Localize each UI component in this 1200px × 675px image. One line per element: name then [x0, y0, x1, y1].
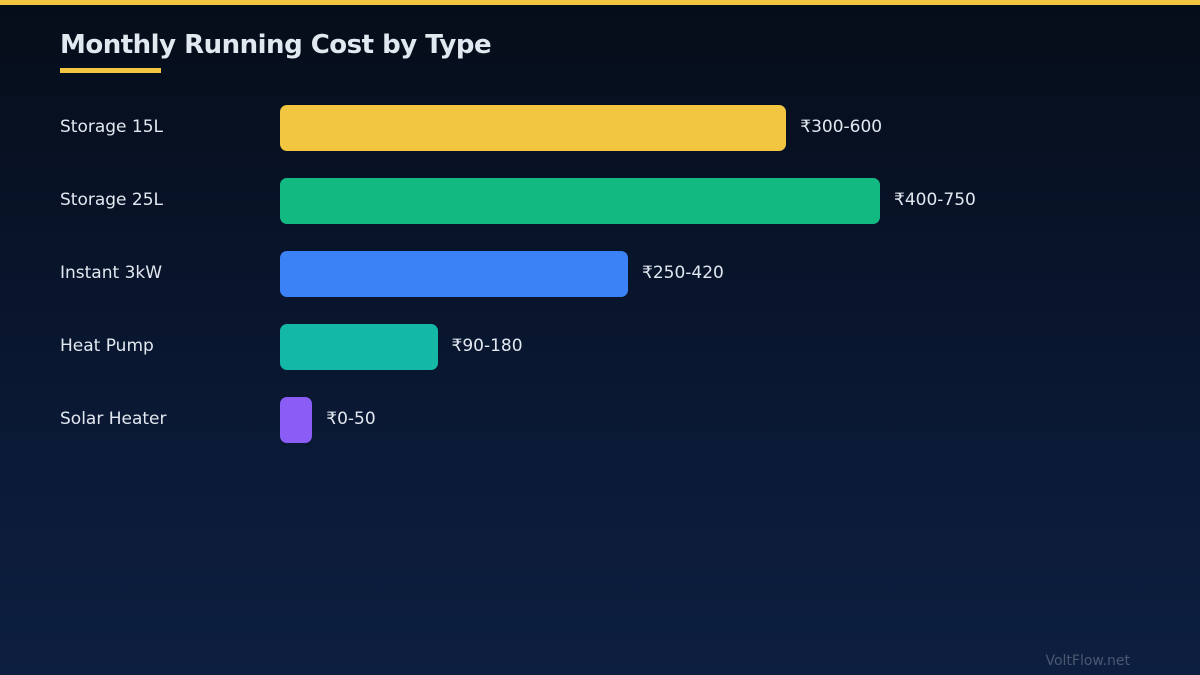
bar: [280, 397, 313, 443]
value-label: ₹300-600: [800, 117, 883, 137]
value-label: ₹400-750: [894, 190, 976, 210]
chart-title: Monthly Running Cost by Type: [60, 30, 492, 60]
value-label: ₹90-180: [451, 336, 523, 356]
value-label: ₹250-420: [642, 263, 724, 283]
footer-brand: VoltFlow.net: [1045, 653, 1130, 669]
value-label: ₹0-50: [326, 409, 376, 429]
bar-row: Storage 15L ₹300-600: [0, 105, 1200, 151]
bar: [280, 251, 628, 297]
bar: [280, 105, 787, 151]
top-accent-bar: [0, 0, 1200, 5]
category-label: Instant 3kW: [60, 263, 163, 283]
category-label: Storage 15L: [60, 117, 164, 137]
bar: [280, 178, 880, 224]
bar: [280, 324, 438, 370]
bar-row: Solar Heater ₹0-50: [0, 397, 1200, 443]
category-label: Storage 25L: [60, 190, 164, 210]
bar-row: Heat Pump ₹90-180: [0, 324, 1200, 370]
title-underline: [60, 68, 161, 73]
category-label: Solar Heater: [60, 409, 167, 429]
category-label: Heat Pump: [60, 336, 154, 356]
bar-row: Instant 3kW ₹250-420: [0, 251, 1200, 297]
bar-row: Storage 25L ₹400-750: [0, 178, 1200, 224]
